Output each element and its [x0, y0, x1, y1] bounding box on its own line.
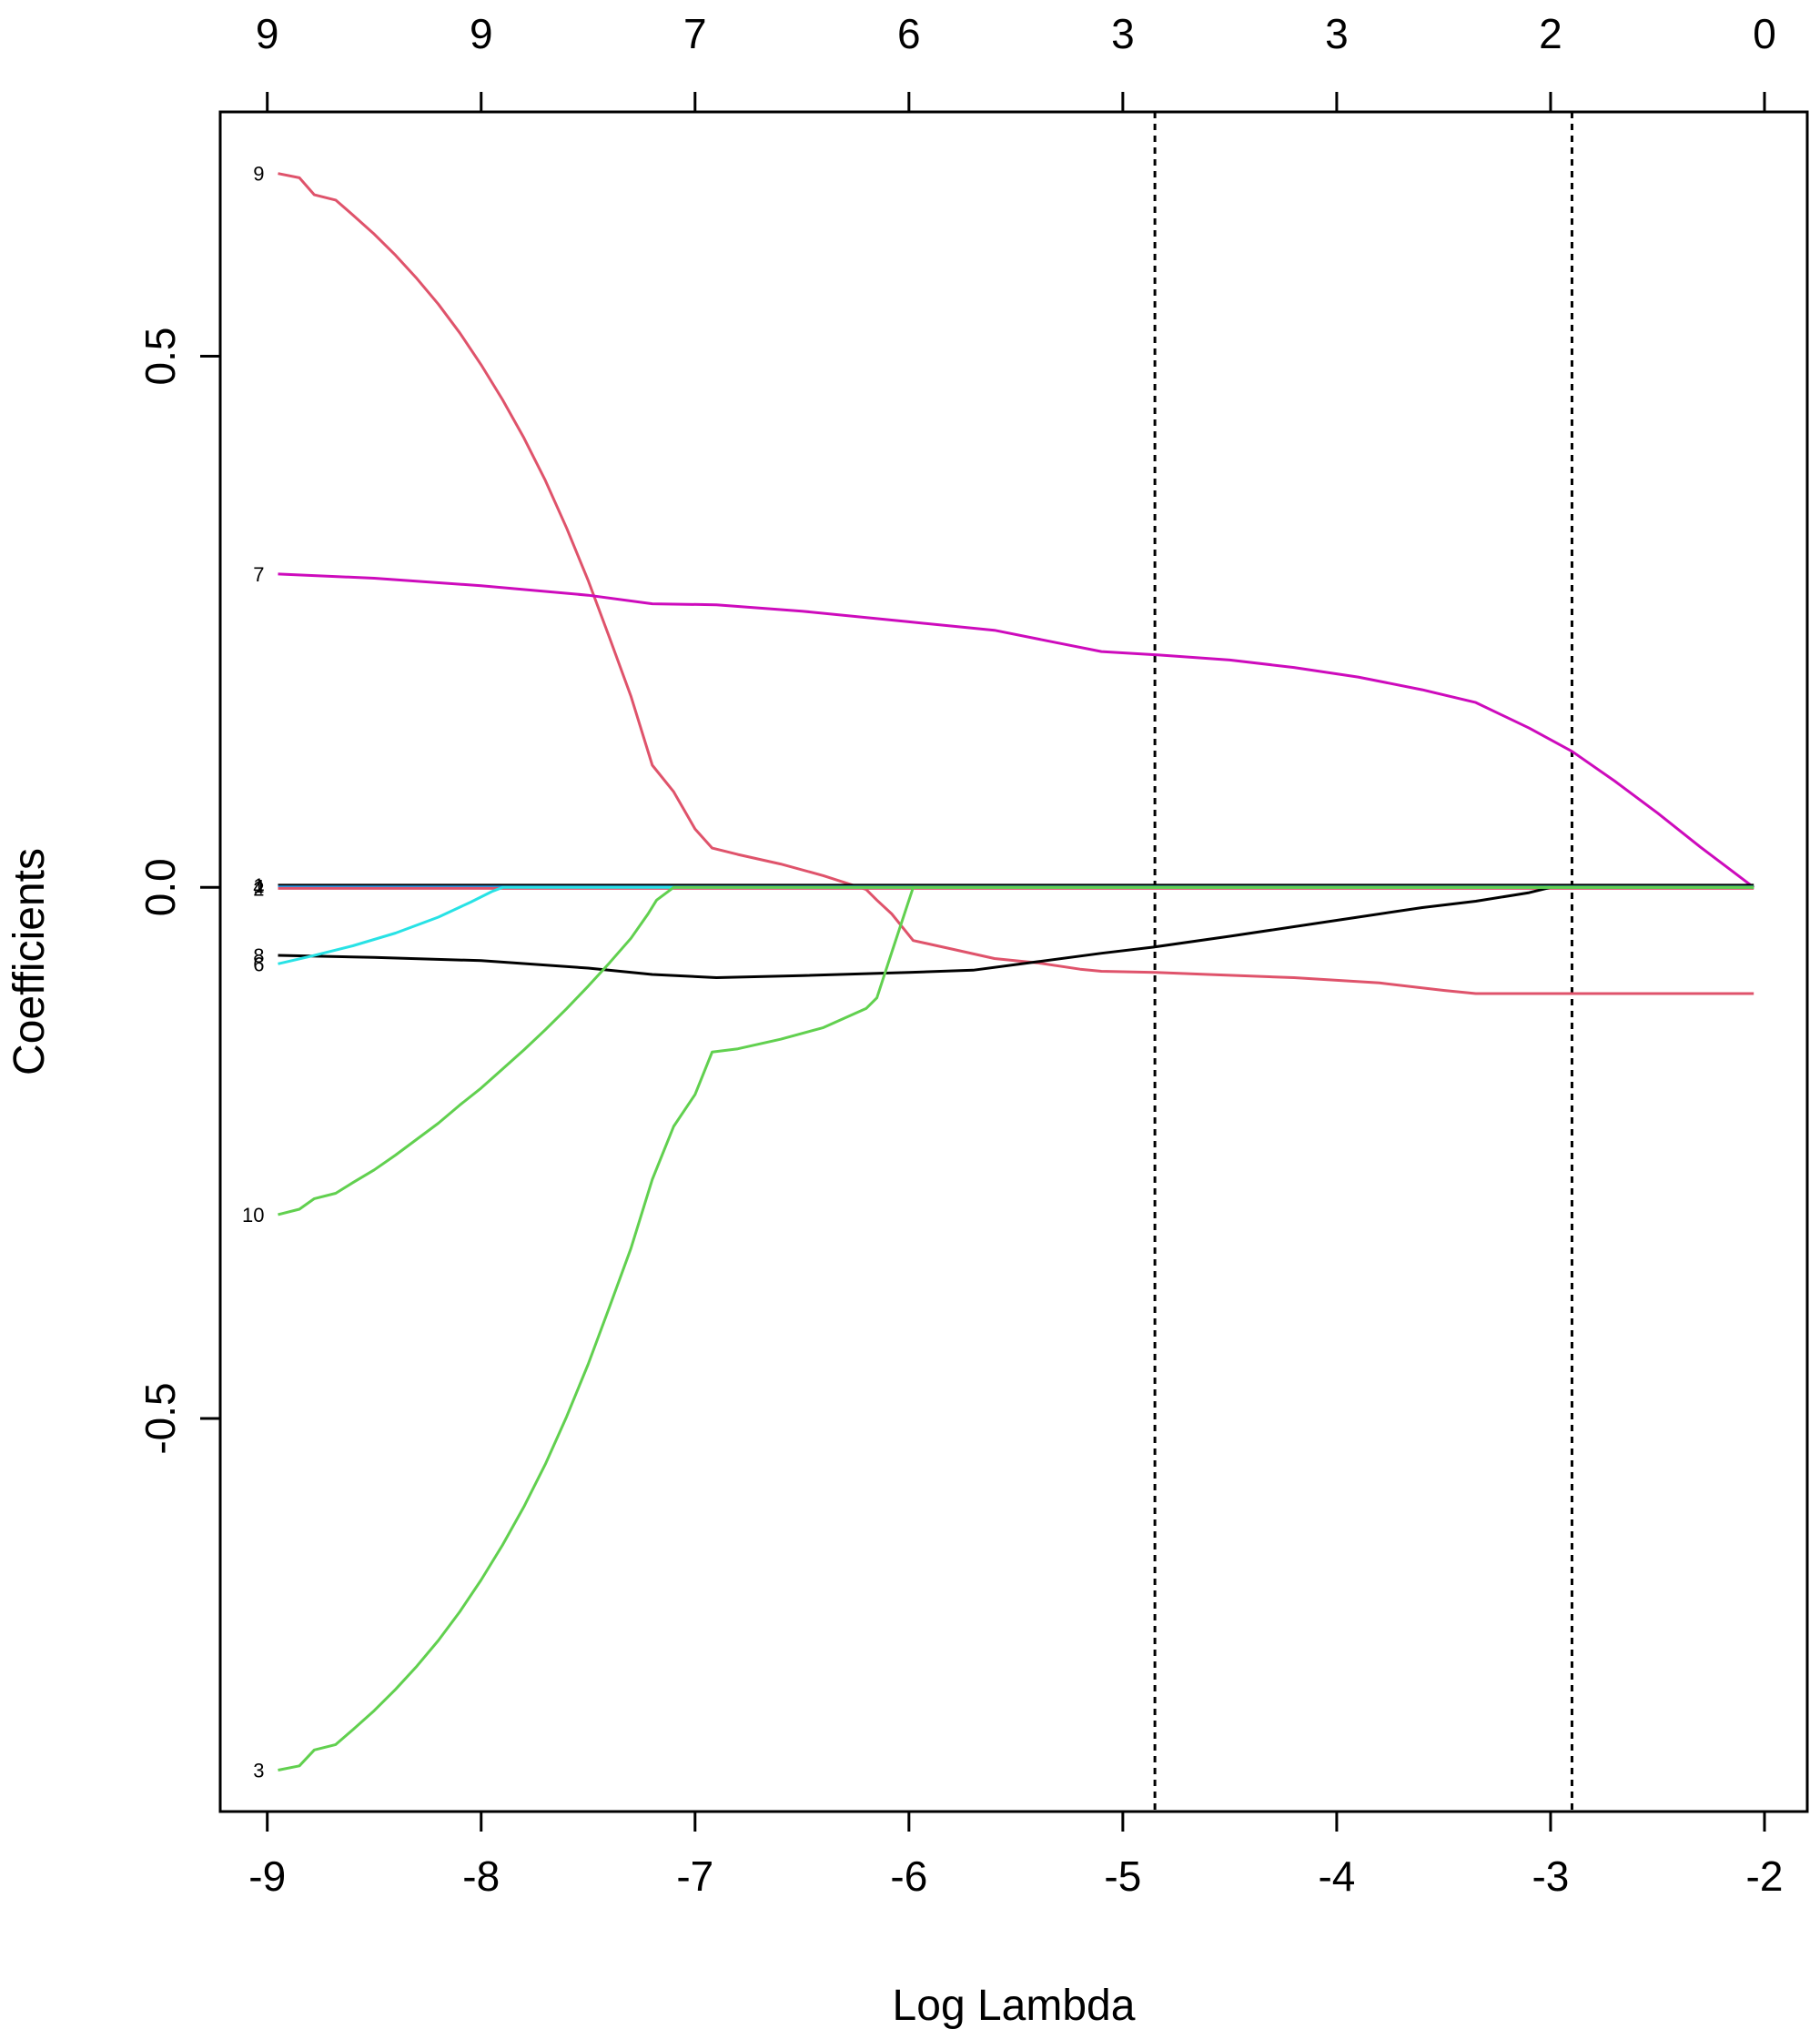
x-tick-label: -2	[1746, 1852, 1784, 1900]
series-line-6	[278, 885, 1754, 965]
top-tick-label: 0	[1753, 10, 1776, 57]
y-tick-label: 0.0	[136, 858, 184, 916]
top-tick-label: 9	[470, 10, 493, 57]
series-line-3	[278, 885, 1754, 1772]
vertical-reference-lines	[1153, 112, 1573, 1812]
x-tick-label: -3	[1532, 1852, 1569, 1900]
y-tick-label: -0.5	[136, 1382, 184, 1454]
y-axis-title: Coefficients	[5, 848, 54, 1075]
line-label-2: 2	[253, 877, 264, 900]
line-label-4: 4	[253, 876, 264, 899]
top-tick-label: 7	[683, 10, 707, 57]
top-tick-label: 2	[1539, 10, 1562, 57]
top-tick-label: 3	[1325, 10, 1349, 57]
x-tick-label: -8	[462, 1852, 500, 1900]
top-tick-label: 9	[256, 10, 279, 57]
top-tick-label: 3	[1111, 10, 1135, 57]
series-line-7	[278, 572, 1755, 889]
y-tick-label: 0.5	[136, 328, 184, 386]
series-line-9	[278, 172, 1754, 995]
y-axis: -0.5 0.0 0.5	[136, 328, 222, 1455]
line-label-8: 8	[253, 944, 264, 967]
x-axis: -9 -8 -7 -6 -5 -4 -3 -2	[248, 1810, 1784, 1900]
x-axis-title: Log Lambda	[893, 1982, 1136, 2030]
top-axis: 9 9 7 6 3 3 2 0	[256, 10, 1776, 114]
line-label-6: 6	[253, 953, 264, 975]
line-label-1: 1	[253, 874, 264, 897]
x-tick-label: -9	[248, 1852, 286, 1900]
line-labels-group: 9 7 142 86 10 3	[242, 163, 264, 1782]
series-line-8	[278, 885, 1754, 979]
x-tick-label: -4	[1318, 1852, 1355, 1900]
series-line-10	[278, 885, 1754, 1216]
line-label-9: 9	[253, 163, 264, 186]
line-label-3: 3	[253, 1759, 264, 1782]
series-group	[278, 172, 1755, 1772]
x-tick-label: -7	[676, 1852, 713, 1900]
line-label-10: 10	[242, 1204, 264, 1226]
line-label-7: 7	[253, 563, 264, 586]
x-tick-label: -5	[1104, 1852, 1141, 1900]
top-tick-label: 6	[897, 10, 921, 57]
x-tick-label: -6	[890, 1852, 927, 1900]
